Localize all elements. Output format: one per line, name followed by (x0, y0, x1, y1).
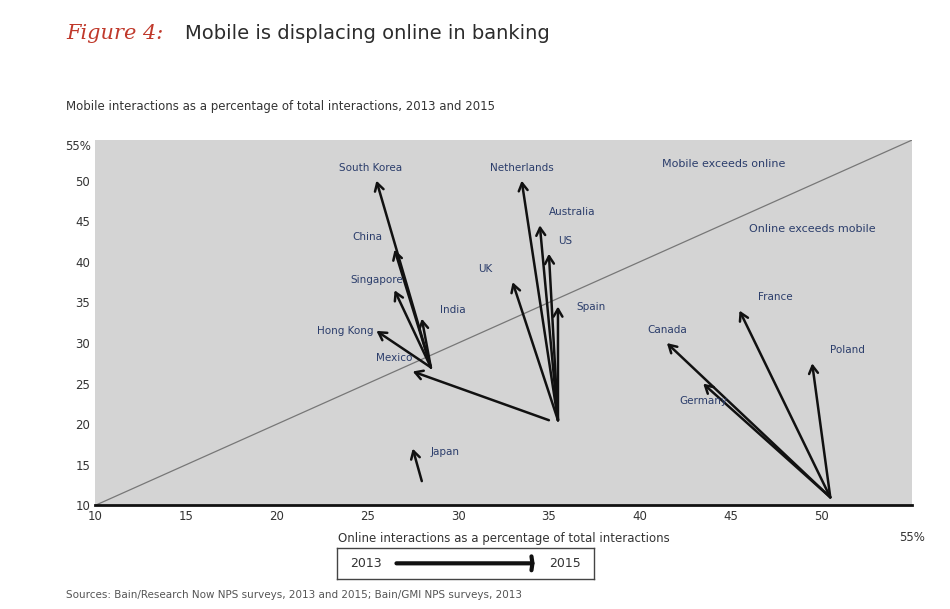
Text: Hong Kong: Hong Kong (317, 326, 373, 336)
Text: Japan: Japan (431, 447, 460, 457)
Text: Sources: Bain/Research Now NPS surveys, 2013 and 2015; Bain/GMI NPS surveys, 201: Sources: Bain/Research Now NPS surveys, … (66, 590, 522, 600)
Text: Mexico: Mexico (376, 353, 412, 364)
Text: Australia: Australia (549, 207, 596, 217)
Text: 2015: 2015 (549, 557, 580, 570)
Text: 2013: 2013 (350, 557, 382, 570)
Text: South Korea: South Korea (339, 163, 403, 172)
Text: Spain: Spain (576, 301, 605, 312)
Text: Netherlands: Netherlands (490, 163, 554, 172)
Text: Mobile exceeds online: Mobile exceeds online (661, 160, 785, 169)
Text: Online exceeds mobile: Online exceeds mobile (749, 224, 876, 234)
Text: China: China (352, 231, 382, 242)
Text: India: India (440, 304, 466, 315)
Text: 55%: 55% (899, 531, 925, 544)
Text: Germany: Germany (679, 396, 727, 406)
Text: UK: UK (478, 264, 492, 274)
X-axis label: Online interactions as a percentage of total interactions: Online interactions as a percentage of t… (337, 532, 670, 544)
Text: Mobile interactions as a percentage of total interactions, 2013 and 2015: Mobile interactions as a percentage of t… (66, 100, 496, 113)
Text: US: US (558, 236, 572, 245)
Text: Singapore: Singapore (350, 275, 403, 284)
Text: 55%: 55% (65, 140, 91, 153)
Text: Figure 4:: Figure 4: (66, 24, 170, 43)
Text: Poland: Poland (830, 345, 865, 355)
Text: France: France (758, 292, 792, 303)
Text: Canada: Canada (647, 325, 687, 335)
Text: Mobile is displacing online in banking: Mobile is displacing online in banking (185, 24, 550, 43)
